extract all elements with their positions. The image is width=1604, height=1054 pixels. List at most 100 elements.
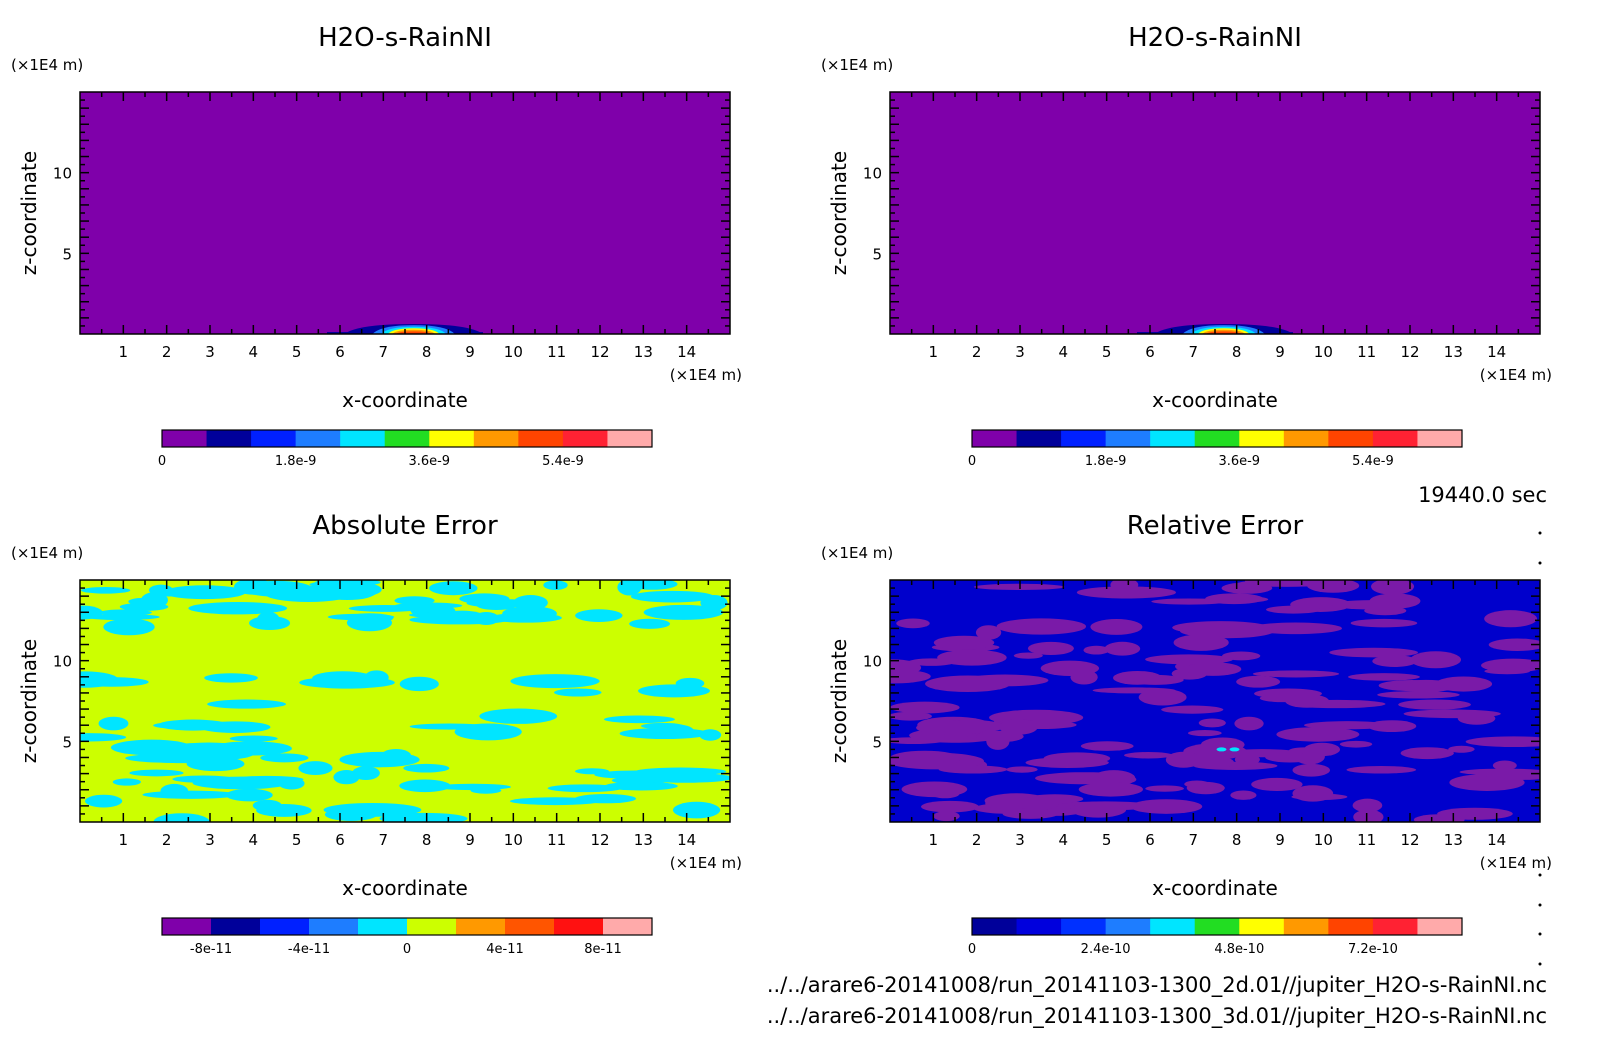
colorbar-swatch (211, 918, 261, 935)
error-patch (890, 750, 961, 767)
y-axis-label: z-coordinate (17, 639, 41, 763)
error-patch (1400, 747, 1454, 760)
error-patch (1266, 605, 1321, 614)
error-patch (655, 604, 707, 614)
x-tick-label: 4 (1059, 343, 1069, 361)
panel-1: H2O-s-RainNI(×1E4 m)1 2 3 4 5 6 7 8 9 10 11 12 13 145… (11, 23, 742, 469)
dot (1538, 561, 1542, 565)
colorbar-swatch (1372, 430, 1418, 447)
x-tick-label: 9 (1275, 831, 1285, 849)
error-patch (575, 609, 623, 622)
error-patch (210, 741, 292, 756)
error-patch (890, 701, 960, 714)
error-patch (930, 789, 960, 799)
error-patch (1185, 662, 1242, 676)
x-tick-label: 6 (335, 831, 345, 849)
colorbar: -8e-11 -4e-11 0 4e-11 8e-11 (161, 917, 653, 957)
error-patch (604, 781, 678, 791)
error-patch (1492, 760, 1517, 771)
x-unit-label: (×1E4 m) (1480, 366, 1552, 384)
margin-dots (1538, 531, 1542, 966)
file-path-3d: ../../arare6-20141008/run_20141103-1300_… (767, 1004, 1547, 1029)
error-patch (1161, 705, 1224, 714)
colorbar-swatch (1283, 430, 1329, 447)
error-patch (476, 600, 517, 611)
colorbar-tick-label: 0 (158, 454, 166, 469)
x-tick-label: 1 (929, 831, 939, 849)
error-patch (1251, 777, 1303, 792)
error-patch (1124, 752, 1173, 759)
error-patch (937, 649, 1007, 666)
error-patch (299, 676, 395, 689)
colorbar-swatch (1105, 430, 1151, 447)
colorbar-swatch (1328, 430, 1374, 447)
error-patch (489, 612, 562, 623)
panel-title: H2O-s-RainNI (318, 23, 492, 53)
colorbar-swatch (1372, 918, 1418, 935)
x-tick-label: 9 (1275, 343, 1285, 361)
error-patch (479, 708, 558, 724)
colorbar-tick-label: 3.6e-9 (1218, 454, 1260, 469)
colorbar-tick-label: 5.4e-9 (542, 454, 584, 469)
error-patch (1035, 772, 1134, 785)
x-axis-label: x-coordinate (342, 876, 468, 900)
error-patch (1184, 780, 1210, 788)
error-patch (630, 590, 714, 603)
error-patch (345, 613, 394, 623)
error-patch (1145, 785, 1184, 792)
error-patch (1484, 668, 1531, 675)
x-tick-label: 4 (1059, 831, 1069, 849)
y-axis-label: z-coordinate (827, 151, 851, 275)
error-patch (186, 756, 245, 772)
x-tick-label: 3 (205, 831, 215, 849)
colorbar: 0 1.8e-9 3.6e-9 5.4e-9 (968, 429, 1463, 469)
x-unit-label: (×1E4 m) (670, 854, 742, 872)
x-tick-label: 13 (1444, 831, 1463, 849)
error-patch (1329, 647, 1418, 658)
y-axis-label: z-coordinate (827, 639, 851, 763)
error-patch (83, 613, 160, 621)
x-tick-label: 9 (465, 343, 475, 361)
error-patch (1216, 747, 1227, 752)
colorbar-swatch (1239, 918, 1285, 935)
error-patch (1127, 674, 1184, 685)
panels: H2O-s-RainNI(×1E4 m)1 2 3 4 5 6 7 8 9 10 11 12 13 145… (11, 23, 1552, 957)
file-path-2d: ../../arare6-20141008/run_20141103-1300_… (767, 973, 1547, 998)
y-unit-label: (×1E4 m) (821, 544, 893, 562)
error-patch (1339, 740, 1373, 748)
x-tick-label: 10 (504, 343, 523, 361)
error-patch (699, 729, 722, 741)
colorbar-frame (161, 429, 653, 448)
error-patch (896, 618, 930, 629)
error-patch (1276, 727, 1360, 742)
x-tick-label: 11 (547, 831, 566, 849)
colorbar-swatch (384, 430, 430, 447)
error-patch (204, 673, 258, 683)
colorbar-frame (161, 917, 653, 936)
colorbar-tick-label: 3.6e-9 (408, 454, 450, 469)
colorbar-swatch (1061, 430, 1107, 447)
error-patch (339, 751, 420, 768)
error-patch (961, 674, 1049, 687)
error-patch (663, 724, 694, 738)
x-tick-label: 6 (335, 343, 345, 361)
error-patch (1025, 757, 1109, 768)
colorbar-swatch (505, 918, 555, 935)
error-patch (1076, 586, 1177, 599)
error-patch (1145, 654, 1233, 665)
error-patch (129, 769, 184, 777)
error-patch (199, 602, 260, 614)
y-unit-label: (×1E4 m) (821, 56, 893, 74)
colorbar-swatch (603, 918, 653, 935)
x-tick-label: 8 (422, 831, 432, 849)
error-patch (85, 794, 123, 808)
colorbar-swatch (1328, 918, 1374, 935)
time-label: 19440.0 sec (1418, 483, 1547, 507)
error-patch (629, 618, 671, 629)
error-patch (257, 611, 280, 626)
colorbar-tick-label: 4.8e-10 (1214, 942, 1264, 957)
error-patch (1104, 641, 1141, 656)
error-patch (1252, 670, 1340, 678)
x-tick-label: 6 (1145, 343, 1155, 361)
error-patch (225, 788, 273, 802)
